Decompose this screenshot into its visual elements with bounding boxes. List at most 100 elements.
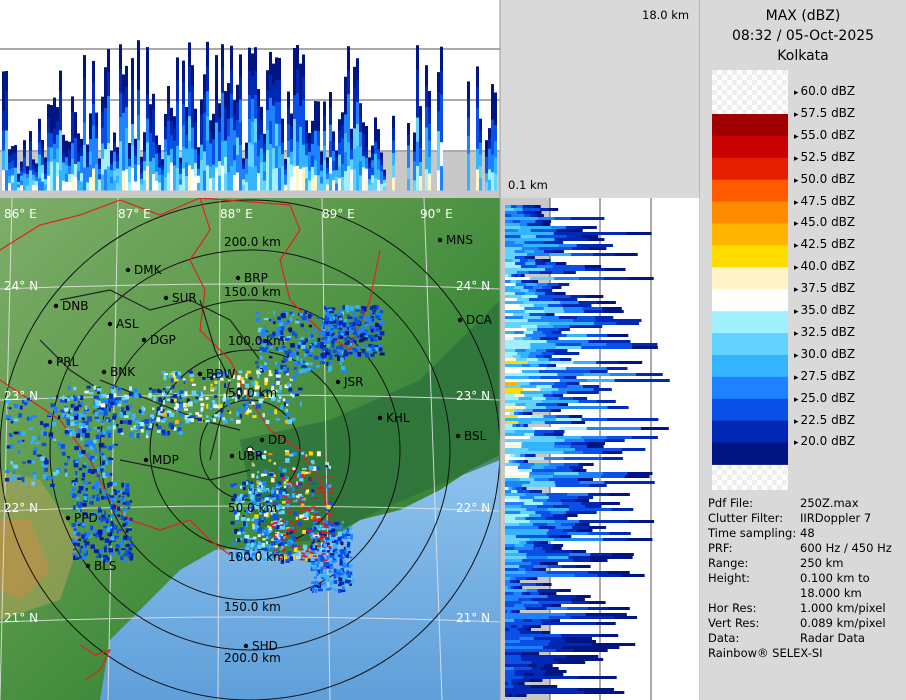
graticule	[0, 198, 500, 700]
sea-area	[100, 455, 500, 700]
top-cross-section	[2, 40, 497, 191]
range-label: 200.0 km	[224, 651, 281, 665]
city-label: SUR	[172, 291, 197, 305]
lon-label: 87° E	[118, 207, 151, 221]
legend-swatch	[712, 201, 788, 224]
city-dot	[335, 379, 341, 385]
legend-label: 40.0 dBZ	[794, 259, 856, 273]
city-label: PPD	[74, 511, 98, 525]
info-key: Height:	[708, 571, 750, 585]
city-dot	[107, 321, 113, 327]
legend-label: 60.0 dBZ	[794, 84, 856, 98]
range-label: 200.0 km	[224, 235, 281, 249]
info-value: 0.089 km/pixel	[800, 616, 886, 630]
info-value: 18.000 km	[800, 586, 862, 600]
city-label: BLS	[94, 559, 117, 573]
city-label: DMK	[134, 263, 163, 277]
city-label: ASL	[116, 317, 139, 331]
city-label: DGP	[150, 333, 176, 347]
city-dot	[235, 275, 241, 281]
lon-label: 86° E	[4, 207, 37, 221]
legend-label: 20.0 dBZ	[794, 434, 856, 448]
legend-swatch	[712, 179, 788, 203]
city-dot	[457, 317, 463, 323]
city-dot	[85, 563, 91, 569]
legend-label: 45.0 dBZ	[794, 215, 856, 229]
lat-label: 24° N	[4, 279, 38, 293]
city-label: BDW	[206, 367, 235, 381]
legend-label: 32.5 dBZ	[794, 325, 856, 339]
boundaries	[0, 198, 381, 681]
range-label: 50.0 km	[228, 386, 277, 400]
info-value: Radar Data	[800, 631, 865, 645]
city-label: PRL	[56, 355, 79, 369]
info-key: Range:	[708, 556, 749, 570]
info-key: Hor Res:	[708, 601, 757, 615]
lon-label: 89° E	[322, 207, 355, 221]
legend-swatch	[712, 135, 788, 159]
legend-swatch	[712, 398, 788, 422]
city-dot	[101, 369, 107, 375]
lon-label: 90° E	[420, 207, 453, 221]
city-label: DNB	[62, 299, 88, 313]
datetime: 08:32 / 05-Oct-2025	[731, 28, 875, 44]
city-label: BRP	[244, 271, 268, 285]
city-dot	[243, 643, 249, 649]
info-value: 600 Hz / 450 Hz	[800, 541, 892, 555]
lat-label: 21° N	[456, 611, 490, 625]
legend-swatch	[712, 267, 788, 290]
city-label: MNS	[446, 233, 473, 247]
city-label: BSL	[464, 429, 487, 443]
city-dot	[197, 371, 203, 377]
legend-swatch	[712, 289, 788, 312]
delta-area	[240, 300, 500, 545]
range-label: 50.0 km	[228, 501, 277, 515]
info-key: Time sampling:	[708, 526, 797, 540]
city-label: SHD	[252, 639, 278, 653]
city-dot	[141, 337, 147, 343]
legend-swatch	[712, 157, 788, 181]
city-dot	[377, 415, 383, 421]
city-dot	[163, 295, 169, 301]
lat-label: 23° N	[4, 389, 38, 403]
city-dot	[455, 433, 461, 439]
city-dot	[53, 303, 59, 309]
top-height-label: 18.0 km	[642, 8, 690, 22]
info-value: 250 km	[800, 556, 844, 570]
highland-area	[0, 470, 80, 620]
lat-label: 21° N	[4, 611, 38, 625]
legend-label: 57.5 dBZ	[794, 106, 856, 120]
color-scale	[712, 70, 788, 490]
legend-label: 35.0 dBZ	[794, 303, 856, 317]
legend-label: 55.0 dBZ	[794, 128, 856, 142]
range-rings	[0, 199, 500, 700]
city-dot	[125, 267, 131, 273]
city-dot	[229, 453, 235, 459]
bottom-height-label: 0.1 km	[508, 178, 548, 192]
legend-swatch	[712, 223, 788, 246]
city-label: JSR	[343, 375, 364, 389]
legend-swatch	[712, 376, 788, 400]
info-value: 48	[800, 526, 815, 540]
city-dot	[259, 437, 265, 443]
legend-swatch	[712, 420, 788, 443]
lat-label: 23° N	[456, 389, 490, 403]
map-panel: 86° E 87° E 88° E 89° E 90° E 24° N 24° …	[0, 198, 500, 700]
city-dot	[65, 515, 71, 521]
product-title: MAX (dBZ)	[765, 8, 841, 24]
range-label: 150.0 km	[224, 285, 281, 299]
legend-swatch	[712, 245, 788, 268]
city-label: MDP	[152, 453, 179, 467]
lat-label: 24° N	[456, 279, 490, 293]
info-key: Pdf File:	[708, 496, 754, 510]
info-key: Data:	[708, 631, 740, 645]
legend-label: 52.5 dBZ	[794, 150, 856, 164]
right-cross-section	[505, 205, 670, 697]
city-label: BNK	[110, 365, 136, 379]
city-label: KHL	[386, 411, 410, 425]
range-label: 150.0 km	[224, 600, 281, 614]
legend-swatch	[712, 114, 788, 137]
info-key: Vert Res:	[708, 616, 760, 630]
legend-swatch	[712, 354, 788, 378]
